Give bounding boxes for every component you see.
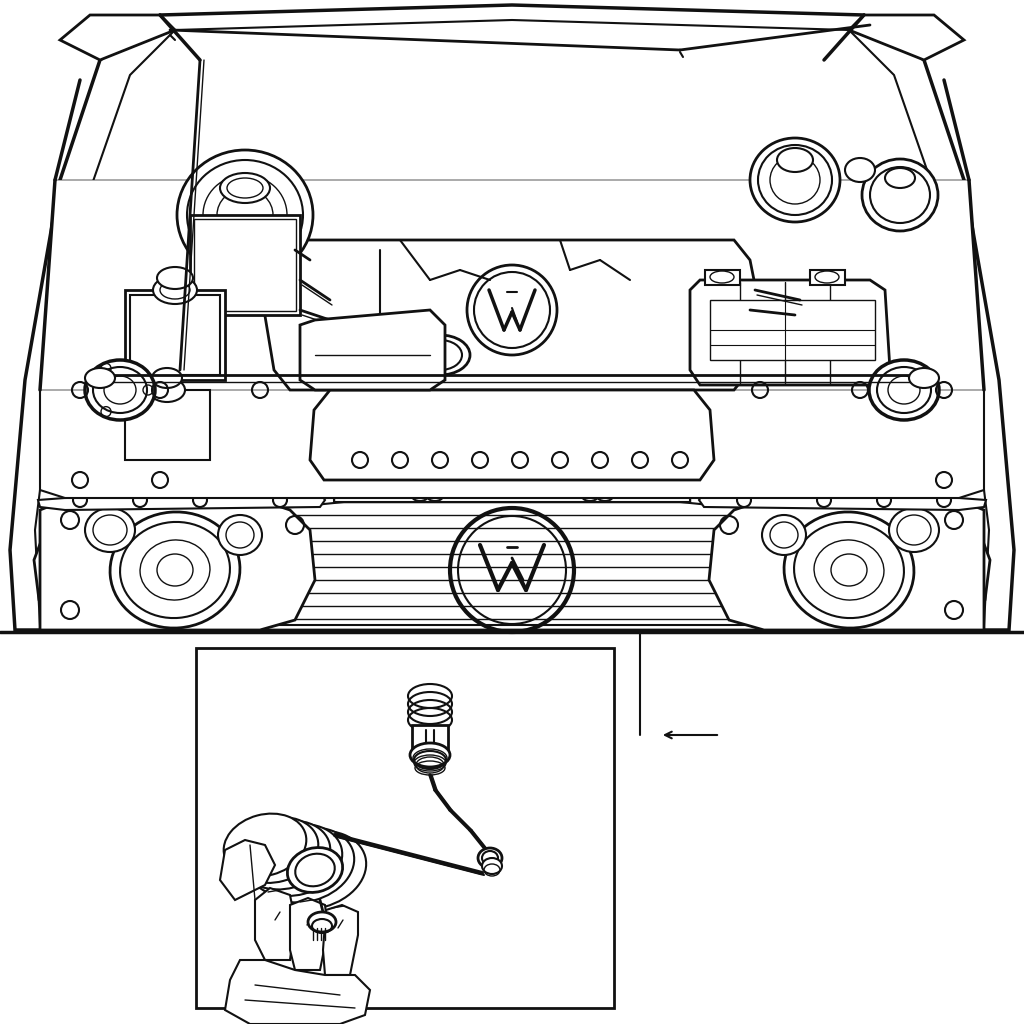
Ellipse shape xyxy=(885,168,915,188)
Bar xyxy=(194,219,296,311)
Ellipse shape xyxy=(264,830,367,909)
Polygon shape xyxy=(699,493,986,510)
Ellipse shape xyxy=(218,515,262,555)
Ellipse shape xyxy=(784,512,914,628)
Ellipse shape xyxy=(240,820,331,890)
Polygon shape xyxy=(290,898,328,970)
Ellipse shape xyxy=(482,858,502,874)
Bar xyxy=(130,295,220,375)
Polygon shape xyxy=(264,240,760,390)
Ellipse shape xyxy=(750,138,840,222)
Polygon shape xyxy=(60,15,175,60)
Bar xyxy=(125,290,225,380)
Ellipse shape xyxy=(845,158,874,182)
Polygon shape xyxy=(34,495,990,630)
Polygon shape xyxy=(300,310,445,390)
Polygon shape xyxy=(40,370,984,498)
Polygon shape xyxy=(220,840,275,900)
Ellipse shape xyxy=(150,378,185,402)
Bar xyxy=(334,490,690,502)
Bar xyxy=(125,390,210,460)
Polygon shape xyxy=(40,180,984,390)
Ellipse shape xyxy=(85,360,155,420)
Bar xyxy=(412,725,449,755)
Ellipse shape xyxy=(223,814,306,877)
Bar xyxy=(710,300,874,360)
Polygon shape xyxy=(709,500,984,630)
Bar xyxy=(705,270,740,285)
Polygon shape xyxy=(225,961,370,1024)
Ellipse shape xyxy=(153,276,197,304)
Ellipse shape xyxy=(85,508,135,552)
Ellipse shape xyxy=(256,827,354,902)
Ellipse shape xyxy=(410,743,450,767)
Polygon shape xyxy=(38,493,325,510)
Ellipse shape xyxy=(410,335,470,375)
Ellipse shape xyxy=(889,508,939,552)
Ellipse shape xyxy=(231,817,318,883)
Bar xyxy=(196,648,614,1008)
Ellipse shape xyxy=(288,848,343,893)
Ellipse shape xyxy=(177,150,313,280)
Ellipse shape xyxy=(157,267,193,289)
Ellipse shape xyxy=(909,368,939,388)
Ellipse shape xyxy=(478,848,502,868)
Polygon shape xyxy=(40,500,315,630)
Polygon shape xyxy=(35,20,989,625)
Polygon shape xyxy=(323,905,358,975)
Ellipse shape xyxy=(248,824,342,896)
Polygon shape xyxy=(10,5,1014,630)
Ellipse shape xyxy=(220,173,270,203)
Ellipse shape xyxy=(869,360,939,420)
Polygon shape xyxy=(690,280,890,385)
Polygon shape xyxy=(310,390,714,480)
Ellipse shape xyxy=(862,159,938,231)
Ellipse shape xyxy=(762,515,806,555)
Ellipse shape xyxy=(308,912,336,932)
Polygon shape xyxy=(255,888,295,961)
Bar xyxy=(810,270,845,285)
Bar xyxy=(334,490,690,502)
Ellipse shape xyxy=(85,368,115,388)
Polygon shape xyxy=(849,15,964,60)
Ellipse shape xyxy=(110,512,240,628)
Ellipse shape xyxy=(777,148,813,172)
Ellipse shape xyxy=(152,368,182,388)
Bar xyxy=(190,215,300,315)
